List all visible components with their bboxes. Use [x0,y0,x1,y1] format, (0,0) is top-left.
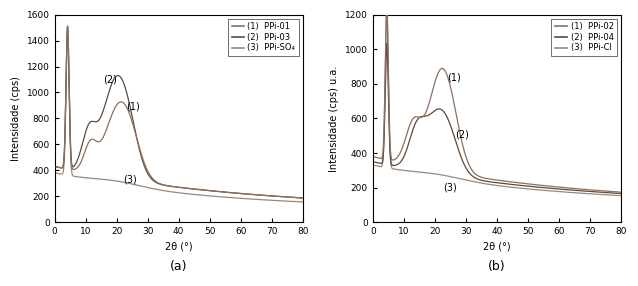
Text: (3): (3) [122,174,137,184]
Text: (1): (1) [126,101,140,111]
Text: (1): (1) [447,72,461,82]
Legend: (1)  PPi-01, (2)  PPi-03, (3)  PPi-SO₄: (1) PPi-01, (2) PPi-03, (3) PPi-SO₄ [228,19,299,56]
Y-axis label: Intensidade (cps) u.a.: Intensidade (cps) u.a. [329,65,339,172]
Text: (2): (2) [455,130,469,140]
X-axis label: 2θ (°): 2θ (°) [165,242,193,252]
Text: (b): (b) [488,260,506,273]
Text: (3): (3) [443,182,456,192]
X-axis label: 2θ (°): 2θ (°) [483,242,511,252]
Legend: (1)  PPi-02, (2)  PPi-04, (3)  PPi-Cl: (1) PPi-02, (2) PPi-04, (3) PPi-Cl [551,19,617,56]
Text: (a): (a) [170,260,188,273]
Y-axis label: Intensidade (cps): Intensidade (cps) [11,76,21,161]
Text: (2): (2) [103,74,117,84]
